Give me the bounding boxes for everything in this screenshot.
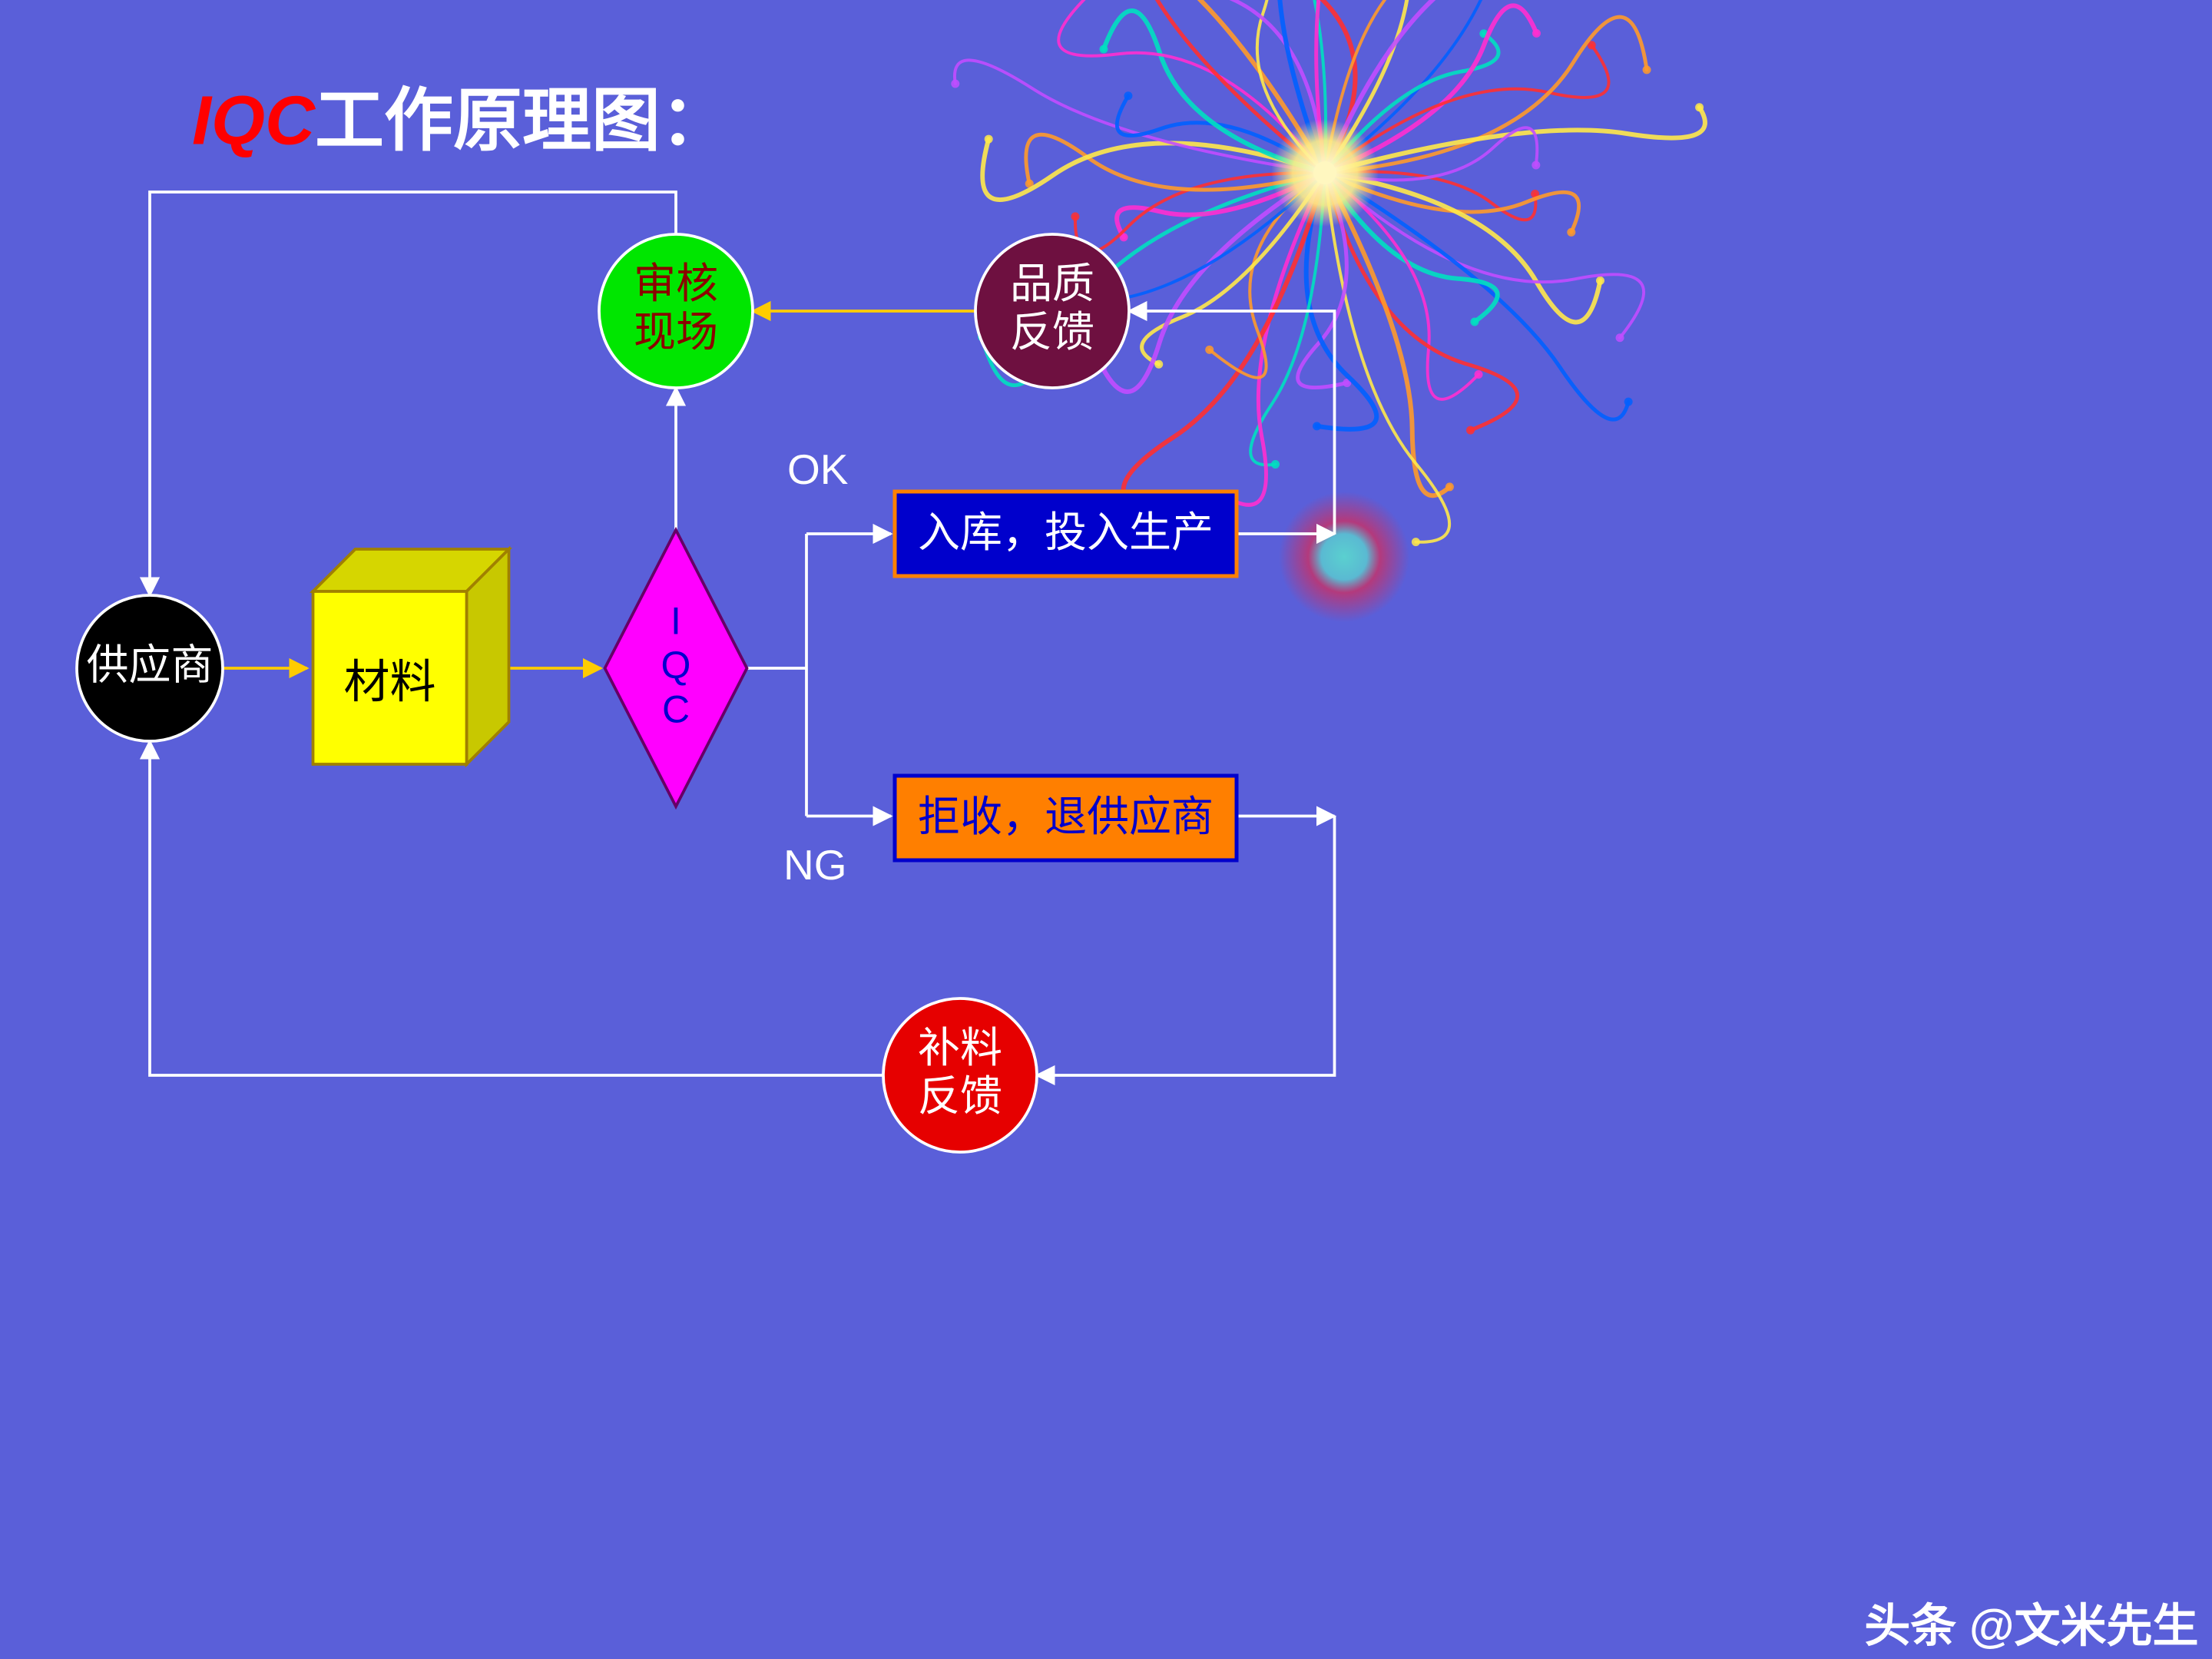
svg-text:C: C — [662, 688, 690, 731]
watermark: 头条 @文米先生 — [1864, 1601, 2198, 1652]
svg-text:品质: 品质 — [1010, 260, 1094, 307]
node-quality-feedback: 品质反馈 — [975, 234, 1129, 388]
svg-text:审核: 审核 — [634, 260, 718, 307]
node-ng-box: 拒收，退供应商 — [895, 776, 1237, 860]
material-label: 材料 — [344, 656, 436, 707]
svg-text:I: I — [671, 600, 681, 643]
node-replenish-feedback: 补料反馈 — [883, 998, 1037, 1152]
svg-text:补料: 补料 — [918, 1024, 1002, 1071]
svg-text:现场: 现场 — [634, 308, 718, 356]
edge-label-ng: NG — [783, 841, 847, 889]
page-title: IQC工作原理图： — [192, 83, 730, 160]
node-supplier: 供应商 — [77, 595, 223, 741]
glow-orb — [1279, 492, 1409, 622]
node-ok-box: 入库，投入生产 — [895, 492, 1237, 576]
node-material: 材料 — [313, 549, 509, 764]
supplier-label: 供应商 — [86, 641, 213, 689]
node-audit: 审核现场 — [599, 234, 753, 388]
svg-text:反馈: 反馈 — [1010, 308, 1094, 356]
svg-text:反馈: 反馈 — [918, 1072, 1002, 1120]
ng-box-label: 拒收，退供应商 — [918, 793, 1214, 840]
svg-text:Q: Q — [661, 644, 691, 687]
ok-box-label: 入库，投入生产 — [918, 508, 1214, 556]
edge-label-ok: OK — [787, 445, 849, 493]
